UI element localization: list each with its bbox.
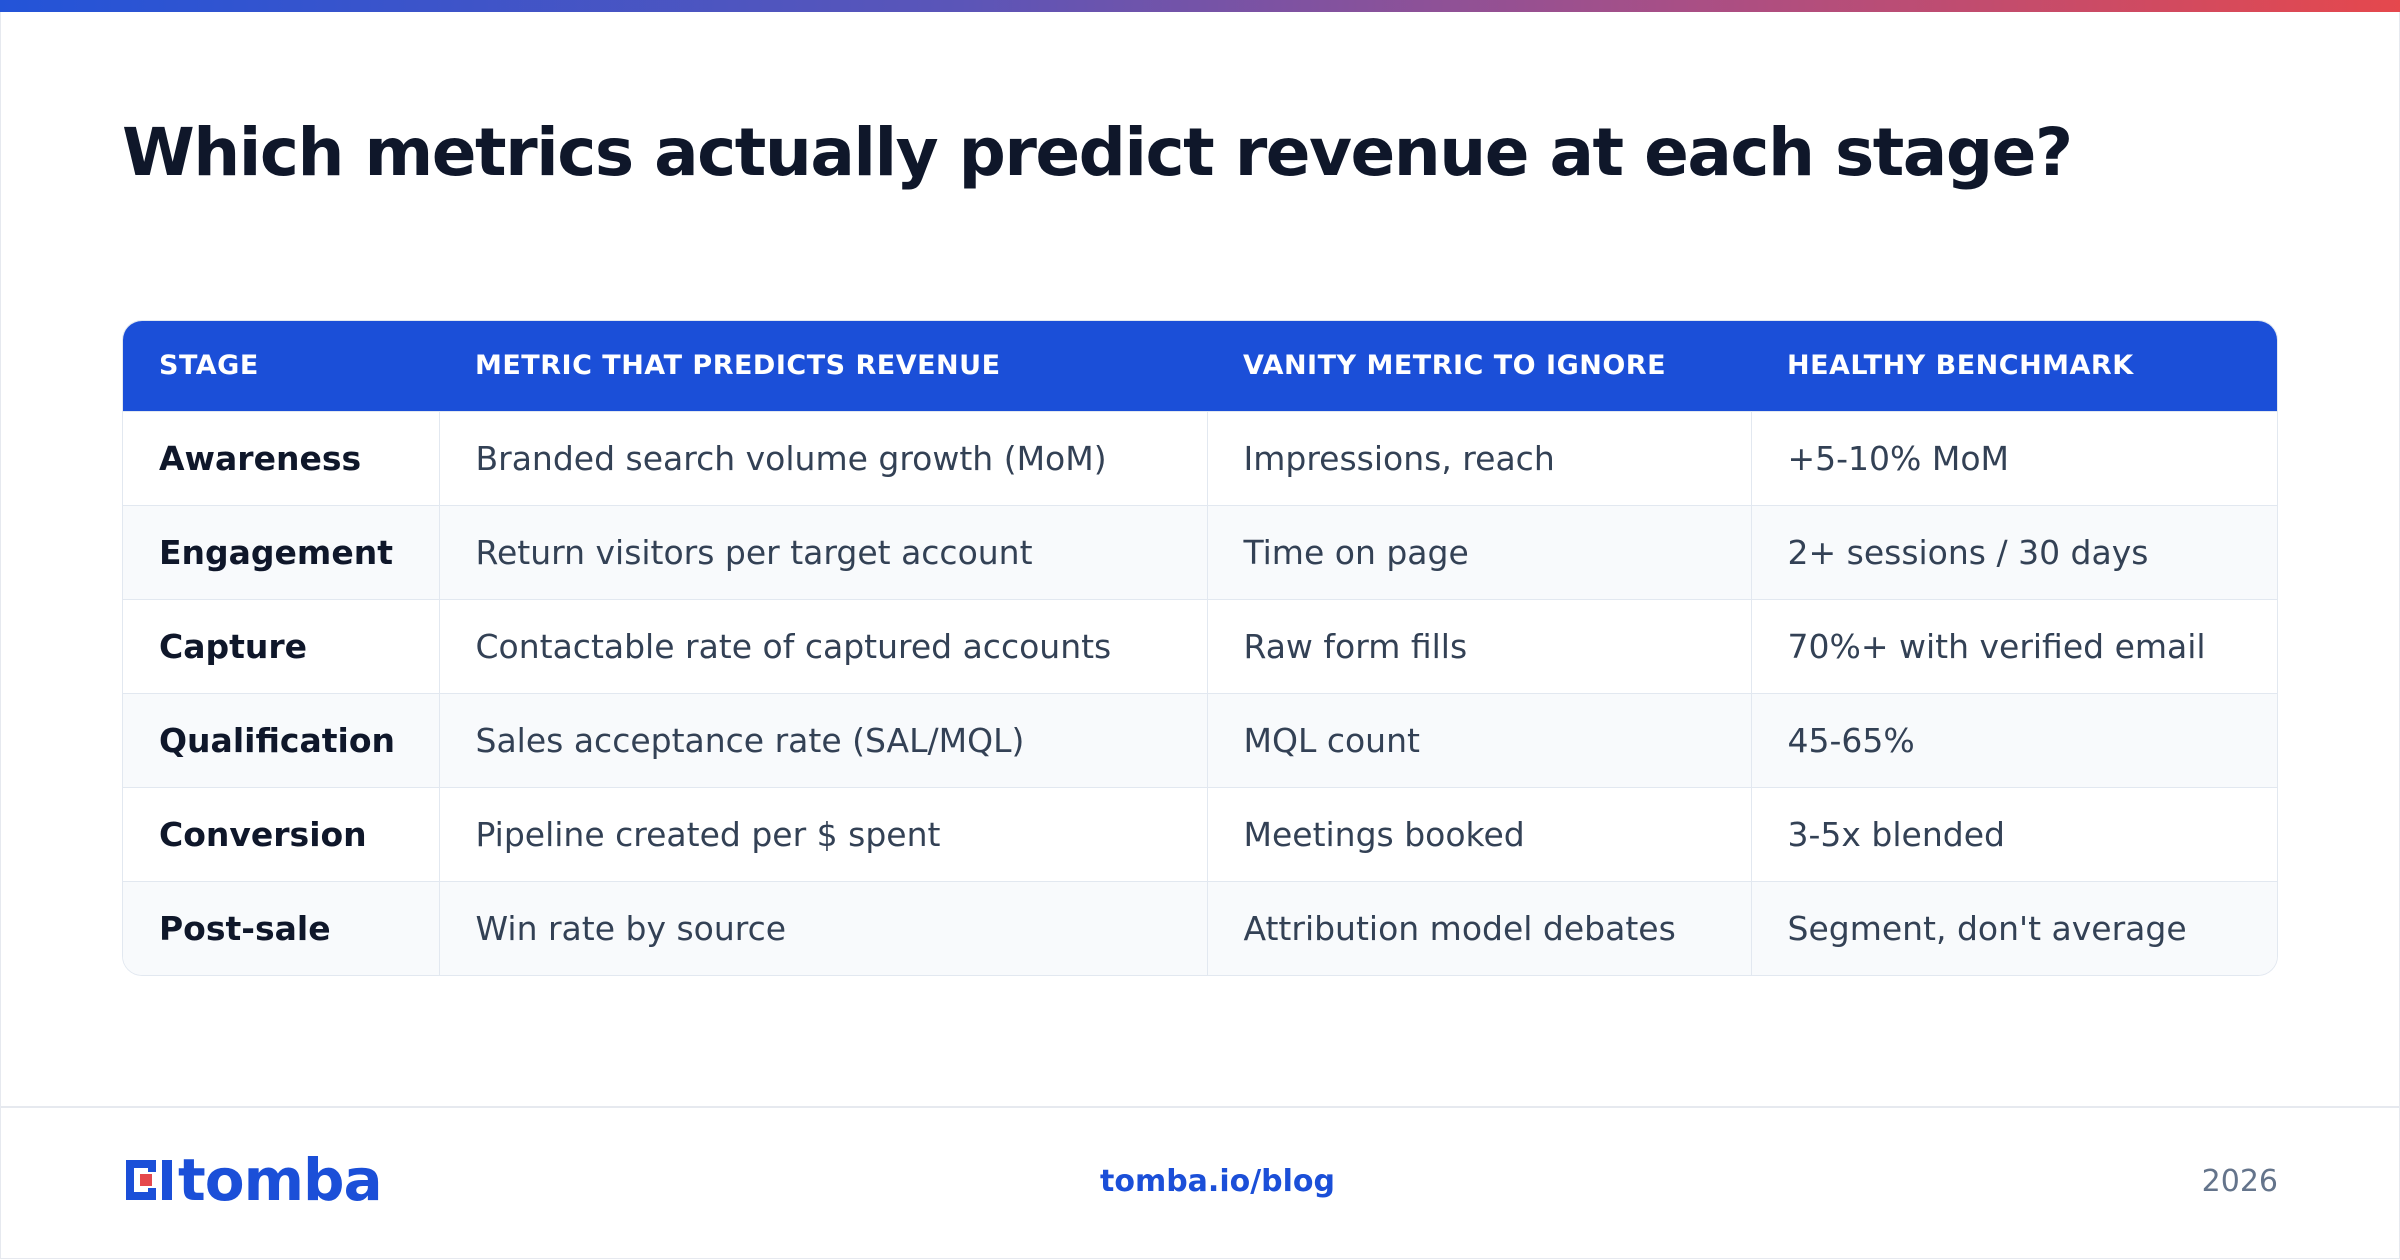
predictive-metric-cell: Win rate by source [438, 881, 1207, 975]
stage-cell: Post-sale [159, 908, 331, 948]
vanity-metric-cell: Meetings booked [1206, 787, 1751, 881]
vanity-metric-cell: MQL count [1206, 693, 1751, 787]
vanity-metric-cell: Time on page [1206, 505, 1751, 599]
benchmark-cell: +5-10% MoM [1750, 411, 2277, 505]
benchmark-cell: 45-65% [1750, 693, 2277, 787]
table-row: Engagement Return visitors per target ac… [123, 505, 2277, 599]
benchmark-cell: Segment, don't average [1750, 881, 2277, 975]
benchmark-cell: 70%+ with verified email [1750, 599, 2277, 693]
table-row: Capture Contactable rate of captured acc… [123, 599, 2277, 693]
header-benchmark: HEALTHY BENCHMARK [1787, 350, 2134, 382]
brand-name: tomba [178, 1146, 383, 1214]
stage-cell: Conversion [159, 814, 367, 854]
metrics-table-card: STAGE METRIC THAT PREDICTS REVENUE VANIT… [122, 320, 2278, 976]
footer-divider [0, 1106, 2400, 1108]
table-header-row: STAGE METRIC THAT PREDICTS REVENUE VANIT… [123, 321, 2277, 411]
header-vanity-metric: VANITY METRIC TO IGNORE [1243, 350, 1667, 382]
table-row: Conversion Pipeline created per $ spent … [123, 787, 2277, 881]
table-body: Awareness Branded search volume growth (… [123, 411, 2277, 975]
predictive-metric-cell: Sales acceptance rate (SAL/MQL) [438, 693, 1207, 787]
predictive-metric-cell: Pipeline created per $ spent [438, 787, 1207, 881]
stage-cell: Qualification [159, 720, 395, 760]
benchmark-cell: 3-5x blended [1750, 787, 2277, 881]
blog-link[interactable]: tomba.io/blog [1100, 1164, 1336, 1199]
header-stage: STAGE [159, 350, 259, 382]
vanity-metric-cell: Attribution model debates [1206, 881, 1751, 975]
vanity-metric-cell: Raw form fills [1206, 599, 1751, 693]
metrics-table: STAGE METRIC THAT PREDICTS REVENUE VANIT… [123, 321, 2277, 975]
tomba-logo-icon [122, 1156, 176, 1204]
header-predictive-metric: METRIC THAT PREDICTS REVENUE [475, 350, 1001, 382]
tomba-logo[interactable]: tomba [122, 1146, 383, 1214]
vanity-metric-cell: Impressions, reach [1206, 411, 1751, 505]
predictive-metric-cell: Return visitors per target account [438, 505, 1207, 599]
stage-cell: Awareness [159, 438, 362, 478]
table-row: Qualification Sales acceptance rate (SAL… [123, 693, 2277, 787]
stage-cell: Capture [159, 626, 308, 666]
footer-year: 2026 [2201, 1164, 2278, 1199]
predictive-metric-cell: Contactable rate of captured accounts [438, 599, 1207, 693]
stage-cell: Engagement [159, 532, 393, 572]
table-row: Awareness Branded search volume growth (… [123, 411, 2277, 505]
benchmark-cell: 2+ sessions / 30 days [1750, 505, 2277, 599]
table-header: STAGE METRIC THAT PREDICTS REVENUE VANIT… [123, 321, 2277, 411]
table-row: Post-sale Win rate by source Attribution… [123, 881, 2277, 975]
page-title: Which metrics actually predict revenue a… [122, 114, 2073, 191]
predictive-metric-cell: Branded search volume growth (MoM) [438, 411, 1207, 505]
top-gradient-bar [0, 0, 2400, 12]
